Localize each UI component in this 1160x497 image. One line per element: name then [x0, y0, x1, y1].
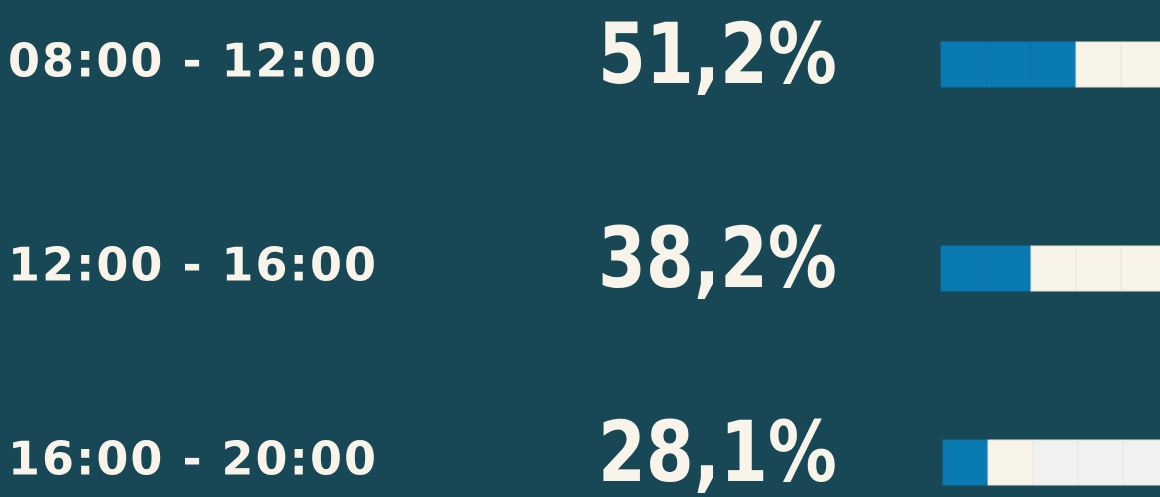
empty-block: [1075, 41, 1122, 88]
filled-block: [985, 245, 1032, 292]
empty-block: [1030, 245, 1077, 292]
empty-block: [987, 439, 1034, 486]
filled-block: [940, 245, 987, 292]
empty-block: [1120, 41, 1160, 88]
filled-block: [942, 439, 989, 486]
time-range: 12:00 - 16:00: [8, 238, 378, 292]
filled-block: [1030, 41, 1077, 88]
empty-block: [1120, 245, 1160, 292]
time-range: 16:00 - 20:00: [8, 432, 378, 486]
empty-block: [1077, 439, 1124, 486]
filled-block: [940, 41, 987, 88]
empty-block: [1122, 439, 1160, 486]
time-range: 08:00 - 12:00: [8, 34, 378, 88]
percentage: 28,1%: [598, 404, 837, 497]
empty-block: [1075, 245, 1122, 292]
percentage: 51,2%: [598, 6, 837, 103]
empty-block: [1032, 439, 1079, 486]
percentage: 38,2%: [598, 210, 837, 307]
filled-block: [985, 41, 1032, 88]
